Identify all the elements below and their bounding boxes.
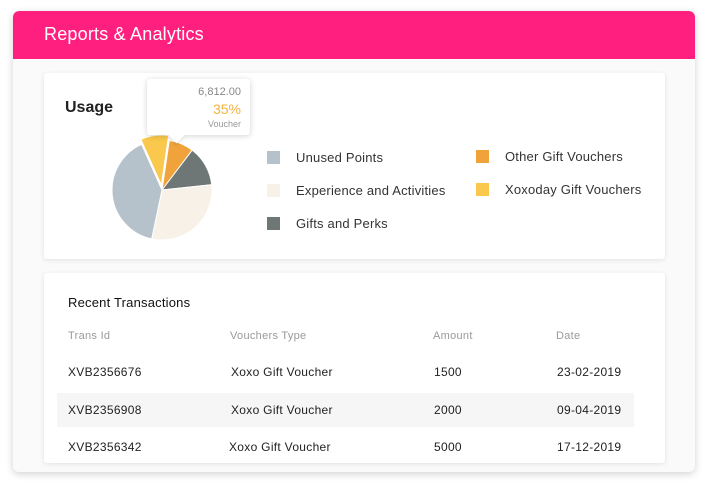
panel-header: Reports & Analytics — [13, 11, 695, 59]
tooltip-percent: 35% — [212, 101, 241, 117]
legend-label: Gifts and Perks — [296, 216, 388, 231]
usage-card: Usage 6,812.00 35% Voucher Unused Points… — [44, 73, 665, 259]
chart-tooltip: 6,812.00 35% Voucher — [147, 79, 250, 135]
legend-swatch — [476, 150, 489, 163]
legend-label: Other Gift Vouchers — [505, 149, 623, 164]
voucher-type: Xoxo Gift Voucher — [231, 365, 333, 379]
legend-item-experience: Experience and Activities — [267, 183, 446, 198]
date: 23-02-2019 — [557, 365, 622, 379]
reports-panel: Reports & Analytics Usage 6,812.00 35% V… — [13, 11, 695, 472]
page-title: Reports & Analytics — [44, 24, 204, 44]
trans-id: XVB2356908 — [68, 403, 142, 417]
usage-pie-chart[interactable] — [111, 134, 222, 245]
column-header-voucher-type[interactable]: Vouchers Type — [230, 330, 307, 342]
tooltip-value: 6,812.00 — [198, 86, 241, 98]
trans-id: XVB2356676 — [68, 365, 142, 379]
legend-label: Experience and Activities — [296, 183, 446, 198]
amount: 1500 — [434, 365, 462, 379]
voucher-type: Xoxo Gift Voucher — [231, 403, 333, 417]
pie-slice-unused-points[interactable] — [111, 143, 163, 240]
amount: 5000 — [434, 440, 462, 454]
table-row[interactable]: XVB2356676 Xoxo Gift Voucher 1500 23-02-… — [57, 355, 634, 389]
transactions-title: Recent Transactions — [68, 295, 191, 310]
column-header-date[interactable]: Date — [556, 330, 581, 342]
date: 17-12-2019 — [557, 440, 622, 454]
legend-label: Xoxoday Gift Vouchers — [505, 182, 642, 197]
tooltip-label: Voucher — [207, 119, 241, 129]
legend-item-gifts-perks: Gifts and Perks — [267, 216, 388, 231]
amount: 2000 — [434, 403, 462, 417]
column-header-amount[interactable]: Amount — [433, 330, 473, 342]
voucher-type: Xoxo Gift Voucher — [229, 440, 331, 454]
table-row[interactable]: XVB2356342 Xoxo Gift Voucher 5000 17-12-… — [57, 430, 634, 464]
usage-title: Usage — [65, 99, 114, 116]
legend-item-other-vouchers: Other Gift Vouchers — [476, 149, 623, 164]
legend-swatch — [267, 217, 280, 230]
legend-label: Unused Points — [296, 150, 384, 165]
date: 09-04-2019 — [557, 403, 622, 417]
legend-swatch — [267, 151, 280, 164]
table-row[interactable]: XVB2356908 Xoxo Gift Voucher 2000 09-04-… — [57, 393, 634, 427]
pie-slice-experience-and-activities[interactable] — [151, 184, 213, 241]
legend-swatch — [267, 184, 280, 197]
transactions-card: Recent Transactions Trans Id Vouchers Ty… — [44, 273, 665, 463]
legend-item-xoxoday-vouchers: Xoxoday Gift Vouchers — [476, 182, 642, 197]
column-header-trans-id[interactable]: Trans Id — [68, 330, 111, 342]
legend-item-unused-points: Unused Points — [267, 150, 384, 165]
legend-swatch — [476, 183, 489, 196]
trans-id: XVB2356342 — [68, 440, 142, 454]
